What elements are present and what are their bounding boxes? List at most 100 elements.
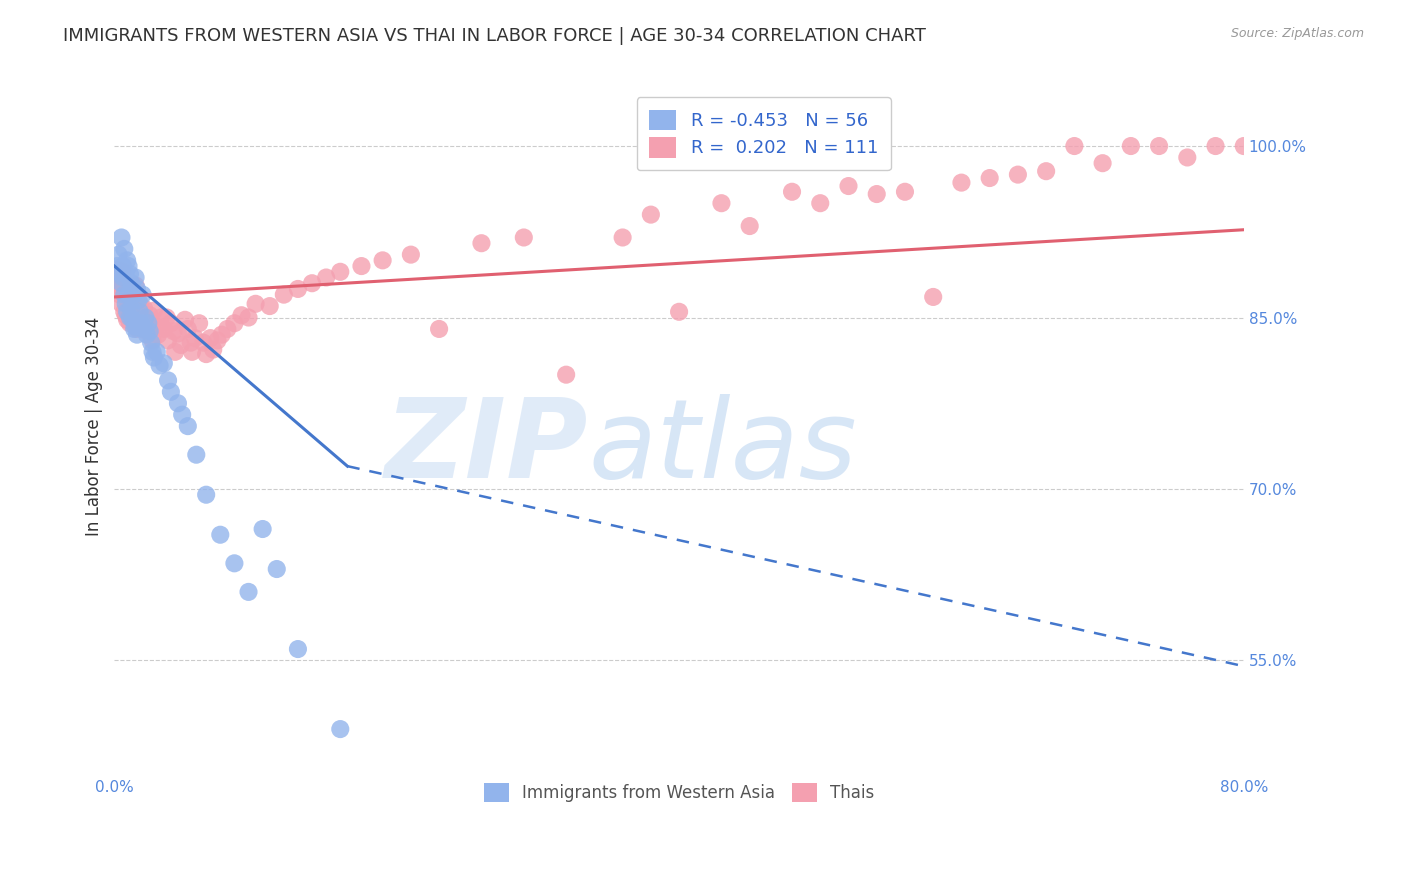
Point — [134, 313, 156, 327]
Point — [118, 316, 141, 330]
Point — [163, 324, 186, 338]
Point — [150, 310, 173, 325]
Point — [808, 196, 831, 211]
Point — [1402, 139, 1406, 153]
Point — [350, 259, 373, 273]
Point — [165, 344, 187, 359]
Point — [127, 293, 149, 308]
Point — [156, 310, 179, 325]
Point — [145, 344, 167, 359]
Point — [138, 324, 160, 338]
Point — [105, 259, 128, 273]
Point — [104, 277, 127, 291]
Point — [110, 297, 132, 311]
Point — [211, 327, 233, 342]
Point — [181, 344, 204, 359]
Point — [112, 287, 135, 301]
Point — [224, 557, 246, 571]
Point — [125, 322, 148, 336]
Point — [837, 179, 859, 194]
Point — [114, 308, 136, 322]
Point — [110, 230, 132, 244]
Point — [1091, 156, 1114, 170]
Point — [329, 265, 352, 279]
Point — [110, 277, 132, 291]
Point — [252, 522, 274, 536]
Point — [121, 313, 143, 327]
Point — [134, 310, 156, 325]
Point — [202, 343, 225, 357]
Text: ZIP: ZIP — [385, 393, 589, 500]
Point — [1261, 139, 1284, 153]
Point — [141, 344, 163, 359]
Point — [207, 334, 229, 348]
Point — [115, 253, 138, 268]
Point — [1147, 139, 1170, 153]
Point — [1233, 139, 1256, 153]
Point — [111, 259, 134, 273]
Point — [110, 281, 132, 295]
Point — [107, 270, 129, 285]
Point — [132, 301, 155, 316]
Point — [107, 278, 129, 293]
Point — [115, 285, 138, 300]
Point — [125, 327, 148, 342]
Point — [1007, 168, 1029, 182]
Point — [131, 287, 153, 301]
Legend: Immigrants from Western Asia, Thais: Immigrants from Western Asia, Thais — [471, 770, 887, 815]
Point — [1317, 139, 1340, 153]
Point — [128, 297, 150, 311]
Point — [120, 285, 142, 300]
Point — [142, 351, 165, 365]
Point — [157, 373, 180, 387]
Point — [160, 316, 183, 330]
Point — [135, 327, 157, 342]
Point — [120, 301, 142, 316]
Point — [122, 322, 145, 336]
Point — [231, 308, 253, 322]
Point — [177, 322, 200, 336]
Point — [1119, 139, 1142, 153]
Point — [170, 338, 193, 352]
Point — [111, 270, 134, 285]
Point — [184, 331, 207, 345]
Point — [193, 335, 215, 350]
Point — [124, 319, 146, 334]
Point — [111, 265, 134, 279]
Point — [195, 347, 218, 361]
Point — [329, 722, 352, 736]
Point — [555, 368, 578, 382]
Point — [209, 527, 232, 541]
Point — [153, 322, 176, 336]
Point — [138, 308, 160, 322]
Point — [115, 305, 138, 319]
Point — [174, 313, 197, 327]
Point — [710, 196, 733, 211]
Point — [668, 305, 690, 319]
Point — [117, 259, 139, 273]
Point — [1205, 139, 1227, 153]
Point — [136, 316, 159, 330]
Point — [238, 585, 260, 599]
Point — [513, 230, 536, 244]
Point — [141, 334, 163, 348]
Point — [122, 313, 145, 327]
Point — [114, 267, 136, 281]
Point — [115, 313, 138, 327]
Point — [1374, 139, 1396, 153]
Point — [1289, 139, 1312, 153]
Point — [112, 305, 135, 319]
Point — [172, 408, 194, 422]
Point — [117, 287, 139, 301]
Point — [245, 297, 267, 311]
Point — [1175, 151, 1198, 165]
Point — [108, 265, 131, 279]
Point — [950, 176, 973, 190]
Point — [107, 247, 129, 261]
Point — [117, 299, 139, 313]
Point — [399, 247, 422, 261]
Point — [135, 324, 157, 338]
Point — [132, 322, 155, 336]
Point — [128, 305, 150, 319]
Point — [177, 419, 200, 434]
